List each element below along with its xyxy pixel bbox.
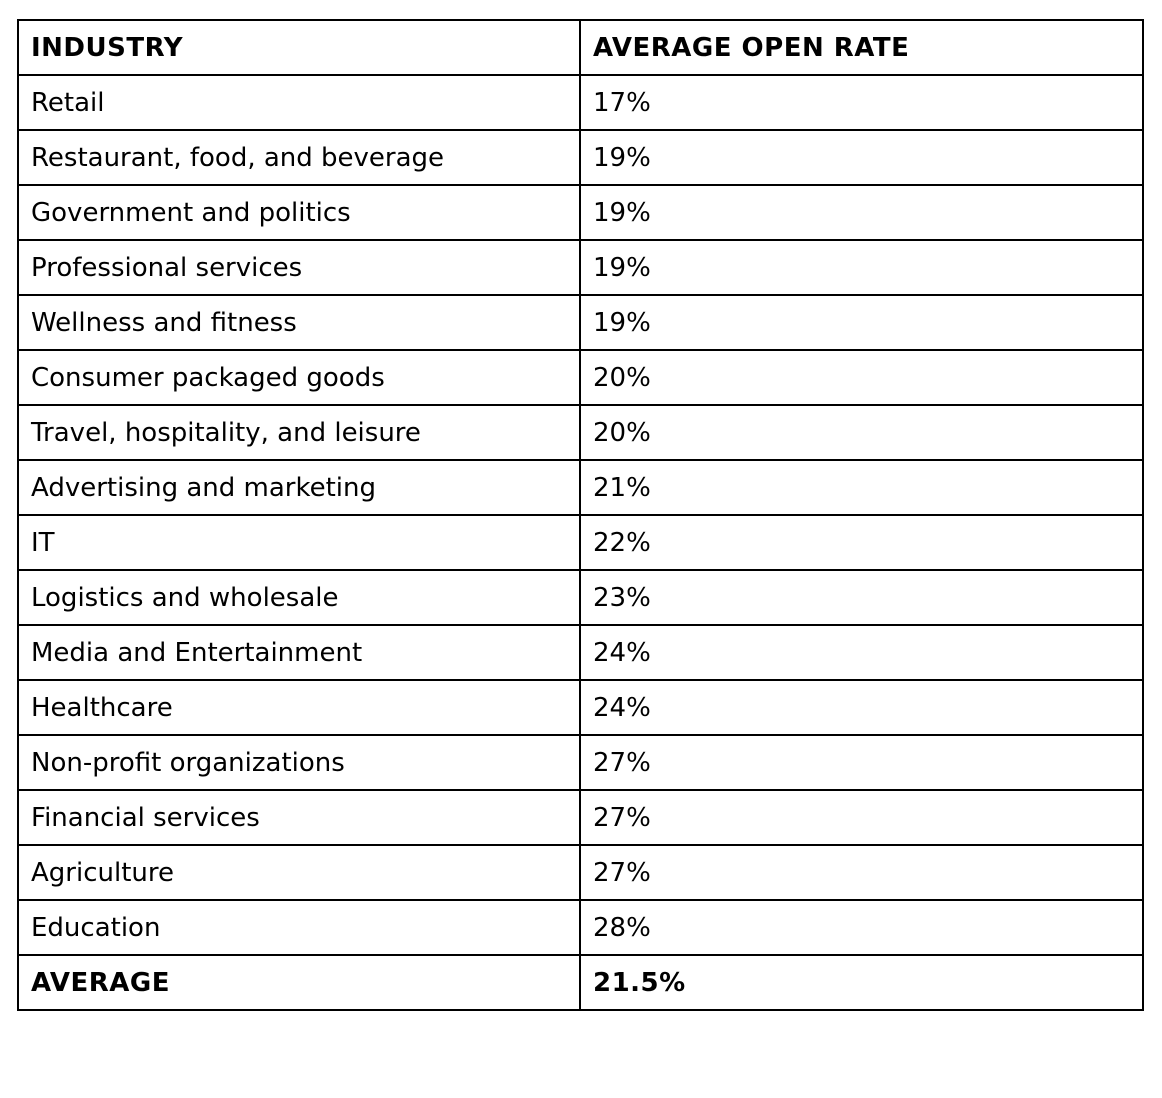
table-row: Media and Entertainment 24% — [17, 624, 1144, 681]
open-rate-cell: 28% — [579, 899, 1144, 956]
industry-cell: Consumer packaged goods — [17, 349, 581, 406]
table-row: Retail 17% — [17, 74, 1144, 131]
header-industry: INDUSTRY — [17, 19, 581, 76]
table-row: Restaurant, food, and beverage 19% — [17, 129, 1144, 186]
open-rate-cell: 19% — [579, 184, 1144, 241]
open-rate-cell: 20% — [579, 404, 1144, 461]
table-row: Government and politics 19% — [17, 184, 1144, 241]
table-row: Professional services 19% — [17, 239, 1144, 296]
table-row: Education 28% — [17, 899, 1144, 956]
open-rate-cell: 24% — [579, 679, 1144, 736]
open-rate-cell: 27% — [579, 734, 1144, 791]
industry-cell: Wellness and fitness — [17, 294, 581, 351]
table-body: Retail 17% Restaurant, food, and beverage 1… — [17, 74, 1144, 956]
industry-cell: Government and politics — [17, 184, 581, 241]
industry-cell: Agriculture — [17, 844, 581, 901]
open-rate-cell: 27% — [579, 844, 1144, 901]
table-row: Healthcare 24% — [17, 679, 1144, 736]
open-rate-cell: 24% — [579, 624, 1144, 681]
industry-cell: Advertising and marketing — [17, 459, 581, 516]
open-rate-cell: 23% — [579, 569, 1144, 626]
table-header-row: INDUSTRY AVERAGE OPEN RATE — [17, 19, 1144, 76]
industry-cell: Retail — [17, 74, 581, 131]
header-average-open-rate: AVERAGE OPEN RATE — [579, 19, 1144, 76]
industry-cell: Media and Entertainment — [17, 624, 581, 681]
industry-cell: IT — [17, 514, 581, 571]
industry-cell: Financial services — [17, 789, 581, 846]
industry-cell: Non-profit organizations — [17, 734, 581, 791]
open-rate-cell: 19% — [579, 239, 1144, 296]
industry-cell: Logistics and wholesale — [17, 569, 581, 626]
table-row: Non-profit organizations 27% — [17, 734, 1144, 791]
average-value: 21.5% — [579, 954, 1144, 1011]
industry-cell: Travel, hospitality, and leisure — [17, 404, 581, 461]
open-rate-cell: 22% — [579, 514, 1144, 571]
open-rate-cell: 19% — [579, 294, 1144, 351]
open-rate-cell: 20% — [579, 349, 1144, 406]
industry-cell: Professional services — [17, 239, 581, 296]
open-rate-table: INDUSTRY AVERAGE OPEN RATE Retail 17% Rest… — [17, 19, 1144, 1011]
open-rate-cell: 27% — [579, 789, 1144, 846]
table-row: Travel, hospitality, and leisure 20% — [17, 404, 1144, 461]
industry-cell: Healthcare — [17, 679, 581, 736]
table-row: Wellness and fitness 19% — [17, 294, 1144, 351]
table-row: Advertising and marketing 21% — [17, 459, 1144, 516]
table-row: IT 22% — [17, 514, 1144, 571]
open-rate-cell: 17% — [579, 74, 1144, 131]
industry-cell: Education — [17, 899, 581, 956]
average-row: AVERAGE 21.5% — [17, 954, 1144, 1011]
table-row: Logistics and wholesale 23% — [17, 569, 1144, 626]
table-row: Agriculture 27% — [17, 844, 1144, 901]
table-row: Financial services 27% — [17, 789, 1144, 846]
table-row: Consumer packaged goods 20% — [17, 349, 1144, 406]
average-label: AVERAGE — [17, 954, 581, 1011]
industry-cell: Restaurant, food, and beverage — [17, 129, 581, 186]
open-rate-cell: 19% — [579, 129, 1144, 186]
open-rate-cell: 21% — [579, 459, 1144, 516]
